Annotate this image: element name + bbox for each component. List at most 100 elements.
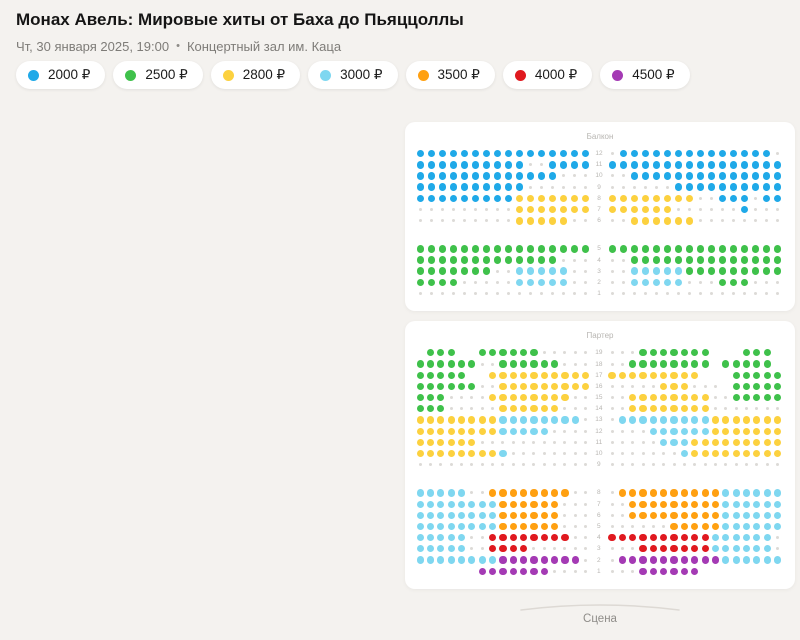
seat[interactable] bbox=[630, 256, 639, 264]
seat[interactable] bbox=[427, 245, 436, 253]
seat[interactable] bbox=[438, 245, 447, 253]
seat[interactable] bbox=[530, 522, 538, 531]
seat[interactable] bbox=[488, 567, 497, 575]
seat[interactable] bbox=[740, 172, 749, 180]
seat[interactable] bbox=[680, 427, 689, 435]
seat[interactable] bbox=[691, 522, 699, 531]
seat[interactable] bbox=[460, 267, 469, 276]
seat[interactable] bbox=[526, 245, 535, 253]
seat[interactable] bbox=[460, 149, 469, 158]
seat[interactable] bbox=[652, 149, 661, 158]
seat[interactable] bbox=[526, 172, 535, 180]
seat[interactable] bbox=[561, 416, 569, 424]
seat[interactable] bbox=[718, 194, 727, 203]
seat[interactable] bbox=[426, 522, 435, 531]
seat[interactable] bbox=[427, 267, 436, 276]
seat[interactable] bbox=[471, 256, 480, 264]
seat[interactable] bbox=[639, 405, 647, 413]
seat[interactable] bbox=[696, 160, 705, 169]
seat[interactable] bbox=[722, 556, 730, 564]
seat[interactable] bbox=[674, 149, 683, 158]
seat[interactable] bbox=[488, 500, 497, 508]
seat[interactable] bbox=[751, 160, 760, 169]
seat[interactable] bbox=[457, 534, 466, 542]
seat[interactable] bbox=[488, 522, 497, 531]
seat[interactable] bbox=[763, 556, 771, 564]
seat[interactable] bbox=[571, 416, 579, 424]
seat[interactable] bbox=[691, 349, 699, 357]
seat[interactable] bbox=[618, 489, 626, 497]
seat[interactable] bbox=[447, 449, 455, 458]
seat[interactable] bbox=[722, 427, 730, 435]
seat[interactable] bbox=[763, 382, 771, 390]
seat[interactable] bbox=[722, 534, 730, 542]
seat[interactable] bbox=[426, 371, 435, 379]
seat[interactable] bbox=[449, 245, 458, 253]
seat[interactable] bbox=[773, 160, 782, 169]
seat[interactable] bbox=[649, 405, 657, 413]
seat[interactable] bbox=[608, 245, 617, 253]
seat[interactable] bbox=[722, 545, 730, 553]
seat[interactable] bbox=[427, 160, 436, 169]
seat[interactable] bbox=[691, 394, 699, 402]
seat[interactable] bbox=[540, 556, 548, 564]
seat[interactable] bbox=[680, 382, 689, 390]
seat[interactable] bbox=[551, 500, 559, 508]
seat[interactable] bbox=[449, 194, 458, 203]
seat[interactable] bbox=[540, 567, 548, 575]
seat[interactable] bbox=[674, 216, 683, 225]
seat[interactable] bbox=[740, 194, 749, 203]
seat[interactable] bbox=[729, 149, 738, 158]
seat[interactable] bbox=[753, 522, 761, 531]
seat[interactable] bbox=[732, 449, 740, 458]
seat[interactable] bbox=[701, 511, 709, 519]
seat[interactable] bbox=[674, 160, 683, 169]
seat[interactable] bbox=[751, 245, 760, 253]
seat[interactable] bbox=[493, 160, 502, 169]
seat[interactable] bbox=[478, 500, 486, 508]
seat[interactable] bbox=[447, 489, 455, 497]
seat[interactable] bbox=[619, 245, 628, 253]
seat[interactable] bbox=[437, 405, 445, 413]
legend-chip-4000[interactable]: 4000 ₽ bbox=[502, 61, 593, 89]
seat[interactable] bbox=[718, 172, 727, 180]
seat[interactable] bbox=[670, 405, 678, 413]
seat[interactable] bbox=[751, 172, 760, 180]
seat[interactable] bbox=[660, 349, 668, 357]
seat[interactable] bbox=[753, 556, 761, 564]
seat[interactable] bbox=[427, 149, 436, 158]
seat[interactable] bbox=[663, 256, 672, 264]
seat[interactable] bbox=[499, 545, 507, 553]
seat[interactable] bbox=[526, 194, 535, 203]
seat[interactable] bbox=[707, 256, 716, 264]
seat[interactable] bbox=[478, 567, 486, 575]
seat[interactable] bbox=[426, 360, 435, 368]
seat[interactable] bbox=[711, 511, 720, 519]
seat[interactable] bbox=[691, 567, 699, 575]
seat[interactable] bbox=[515, 183, 524, 191]
seat[interactable] bbox=[742, 349, 751, 357]
seat[interactable] bbox=[742, 489, 751, 497]
seat[interactable] bbox=[499, 567, 507, 575]
seat[interactable] bbox=[520, 405, 528, 413]
seat[interactable] bbox=[460, 256, 469, 264]
seat[interactable] bbox=[652, 172, 661, 180]
seat[interactable] bbox=[732, 534, 740, 542]
seat[interactable] bbox=[570, 149, 579, 158]
seat[interactable] bbox=[437, 556, 445, 564]
seat[interactable] bbox=[763, 349, 771, 357]
seat[interactable] bbox=[468, 500, 476, 508]
seat[interactable] bbox=[447, 534, 455, 542]
seat[interactable] bbox=[763, 360, 771, 368]
seat[interactable] bbox=[468, 416, 476, 424]
seat[interactable] bbox=[509, 360, 517, 368]
seat[interactable] bbox=[571, 556, 579, 564]
seat[interactable] bbox=[499, 534, 507, 542]
seat[interactable] bbox=[520, 511, 528, 519]
seat[interactable] bbox=[520, 371, 528, 379]
seat[interactable] bbox=[471, 149, 480, 158]
seat[interactable] bbox=[416, 256, 425, 264]
seat[interactable] bbox=[729, 245, 738, 253]
seat[interactable] bbox=[670, 360, 678, 368]
seat[interactable] bbox=[426, 489, 435, 497]
